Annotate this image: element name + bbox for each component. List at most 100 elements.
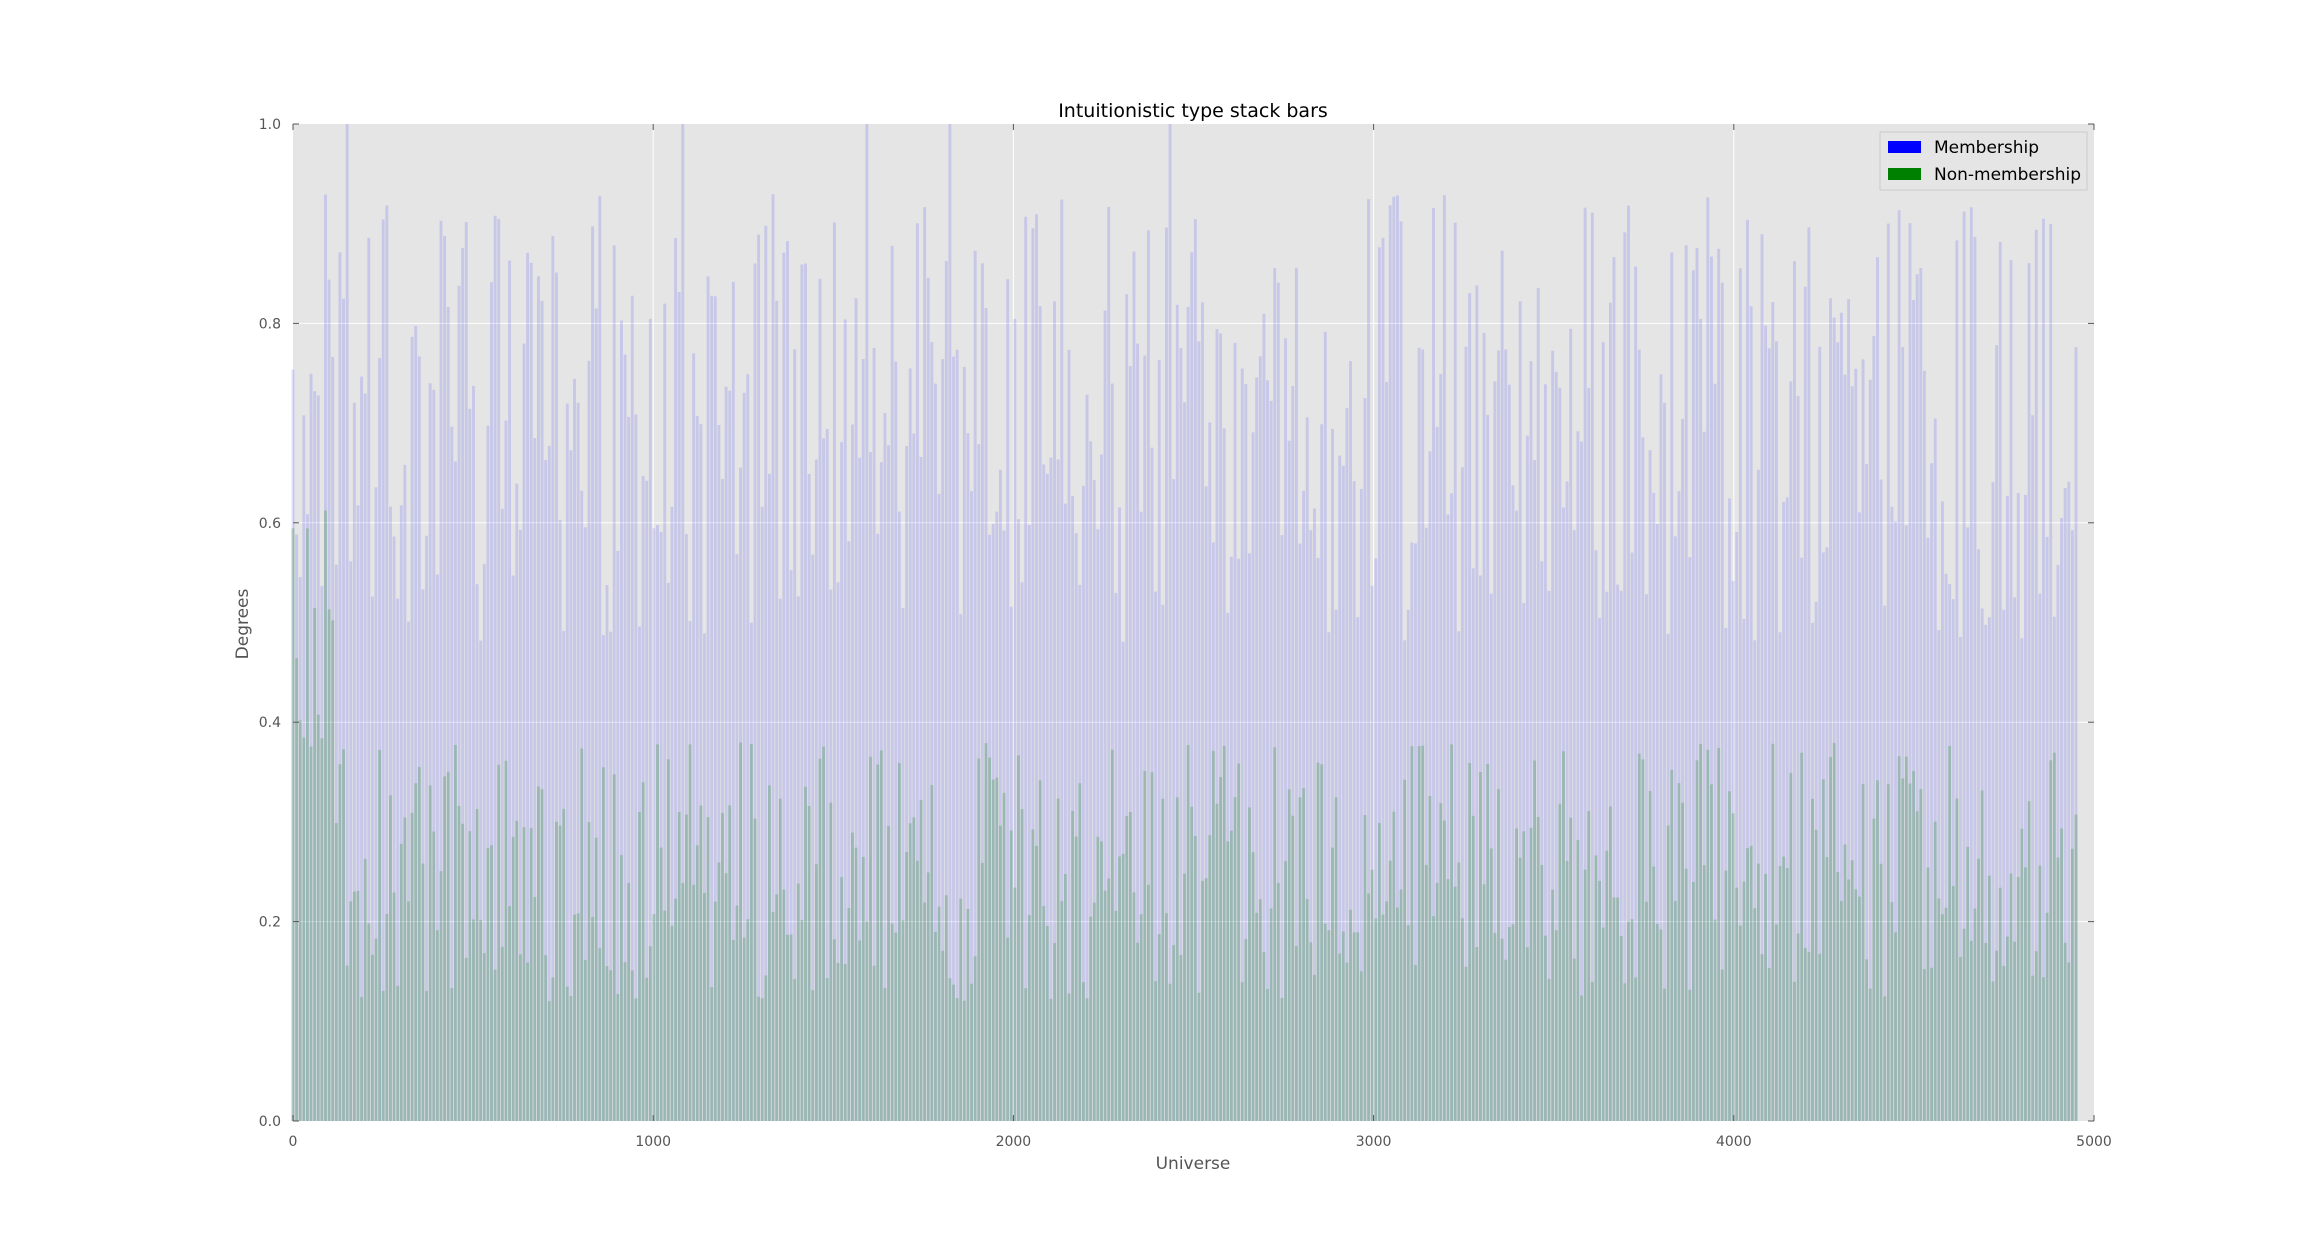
bar-membership — [1219, 333, 1223, 1121]
bar-non-membership — [1475, 947, 1479, 1121]
bar-membership — [295, 534, 299, 1121]
bar-non-membership — [1814, 829, 1818, 1121]
bar-membership — [1673, 536, 1677, 1121]
bar-membership — [731, 281, 735, 1121]
bar-non-membership — [692, 884, 696, 1121]
bar-non-membership — [1399, 889, 1403, 1121]
bar-membership — [840, 442, 844, 1122]
y-tick-label: 0.2 — [259, 915, 281, 931]
bar-membership — [710, 295, 714, 1121]
legend-label-membership: Membership — [1934, 138, 2039, 158]
bar-non-membership — [843, 964, 847, 1121]
bar-non-membership — [1645, 901, 1648, 1121]
bar-membership — [533, 438, 537, 1121]
bar-non-membership — [663, 910, 667, 1121]
bar-non-membership — [1811, 798, 1814, 1121]
bar-non-membership — [1273, 747, 1277, 1121]
bar-non-membership — [1536, 816, 1540, 1121]
bar-membership — [724, 386, 728, 1121]
y-tick-label: 1.0 — [259, 117, 281, 133]
bar-membership — [1912, 300, 1916, 1122]
bar-non-membership — [1984, 942, 1988, 1121]
bar-membership — [1767, 348, 1771, 1121]
bar-non-membership — [1489, 848, 1493, 1121]
bar-non-membership — [1720, 969, 1724, 1121]
bar-membership — [1626, 205, 1630, 1121]
bar-membership — [1861, 359, 1865, 1121]
bar-non-membership — [1543, 935, 1547, 1121]
bar-non-membership — [1659, 929, 1663, 1121]
bar-membership — [2045, 536, 2049, 1121]
bar-non-membership — [703, 893, 706, 1121]
bar-non-membership — [1753, 908, 1757, 1121]
bar-membership — [1222, 428, 1226, 1121]
bar-membership — [1529, 361, 1533, 1121]
bar-membership — [443, 236, 447, 1121]
bar-non-membership — [2052, 752, 2056, 1121]
bar-non-membership — [1673, 901, 1677, 1121]
bar-non-membership — [887, 826, 890, 1121]
bar-membership — [1244, 383, 1248, 1122]
bar-membership — [934, 383, 937, 1121]
bar-non-membership — [851, 832, 854, 1121]
bar-non-membership — [869, 756, 872, 1121]
bar-membership — [692, 353, 696, 1121]
bar-non-membership — [1464, 966, 1468, 1121]
bar-membership — [399, 505, 403, 1121]
bar-membership — [1991, 482, 1995, 1121]
bar-membership — [1056, 459, 1060, 1121]
bar-non-membership — [378, 749, 382, 1121]
bar-non-membership — [1345, 962, 1349, 1121]
bar-membership — [966, 433, 970, 1121]
bar-membership — [851, 424, 854, 1121]
bar-membership — [1334, 609, 1338, 1121]
bar-membership — [453, 461, 457, 1121]
bar-membership — [1309, 530, 1313, 1121]
bar-non-membership — [1442, 820, 1446, 1121]
bar-membership — [1403, 640, 1407, 1121]
bar-membership — [1312, 508, 1316, 1121]
y-tick-label: 0.0 — [259, 1114, 281, 1130]
bar-membership — [1876, 257, 1879, 1122]
bar-membership — [1139, 511, 1143, 1121]
bar-membership — [1280, 535, 1284, 1121]
bar-membership — [1172, 479, 1176, 1122]
bar-membership — [2074, 347, 2078, 1121]
bar-membership — [634, 414, 638, 1121]
bar-membership — [392, 536, 396, 1121]
bar-non-membership — [1432, 916, 1435, 1121]
bar-non-membership — [962, 1000, 966, 1121]
bar-non-membership — [1056, 798, 1060, 1121]
bar-membership — [1666, 633, 1670, 1121]
bar-membership — [1807, 227, 1811, 1121]
bar-non-membership — [1699, 743, 1703, 1121]
bar-membership — [410, 336, 414, 1121]
bar-non-membership — [901, 920, 905, 1121]
bar-non-membership — [760, 998, 764, 1121]
bar-membership — [1749, 306, 1753, 1121]
bar-membership — [1424, 527, 1428, 1121]
bar-membership — [1886, 223, 1890, 1121]
bar-membership — [407, 621, 410, 1121]
bar-membership — [1161, 604, 1165, 1121]
bar-non-membership — [944, 895, 948, 1121]
bar-non-membership — [681, 883, 685, 1121]
bar-membership — [1089, 441, 1093, 1122]
bar-non-membership — [1962, 928, 1966, 1121]
bar-membership — [1489, 593, 1493, 1121]
bar-membership — [832, 222, 836, 1121]
bar-non-membership — [356, 890, 360, 1121]
bar-non-membership — [1590, 981, 1594, 1121]
bar-non-membership — [2016, 876, 2020, 1121]
bar-membership — [598, 195, 602, 1121]
bar-membership — [670, 506, 674, 1121]
bar-non-membership — [1327, 930, 1331, 1121]
bar-non-membership — [482, 953, 486, 1121]
bar-membership — [796, 596, 800, 1121]
bar-membership — [1493, 381, 1497, 1122]
grid-layer — [293, 124, 2094, 1121]
bar-non-membership — [598, 948, 602, 1121]
bar-membership — [515, 483, 519, 1121]
bar-non-membership — [1204, 878, 1208, 1121]
